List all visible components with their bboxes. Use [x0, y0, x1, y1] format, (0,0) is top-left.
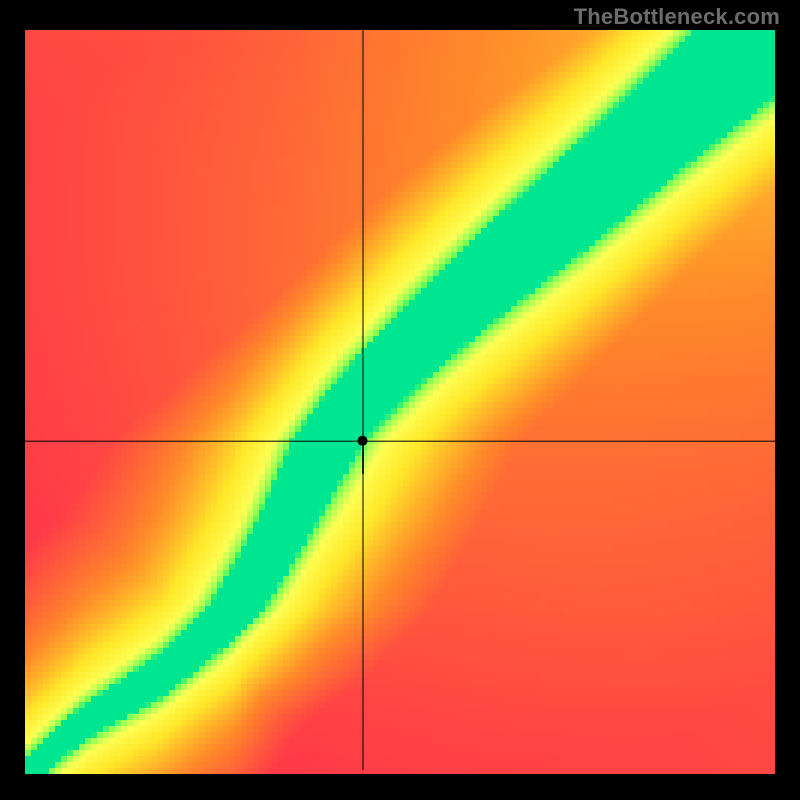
- bottleneck-heatmap-canvas: [0, 0, 800, 800]
- chart-frame: TheBottleneck.com: [0, 0, 800, 800]
